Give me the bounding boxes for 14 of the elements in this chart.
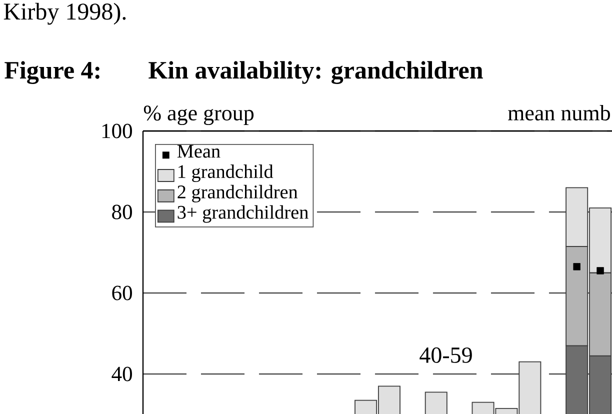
- text: Kirby 1998).: [4, 2, 126, 25]
- legend-label: 1 grandchild: [178, 164, 274, 182]
- y2-axis-title: mean numb: [508, 105, 610, 121]
- y-tick-label: 60: [112, 286, 132, 300]
- y-tick-label: 40: [112, 366, 132, 382]
- y-tick-label: 100: [102, 124, 132, 138]
- legend-label: 3+ grandchildren: [178, 205, 308, 223]
- chart-subtitle: Kin availability: grandchildren: [148, 61, 483, 84]
- legend-label: Mean: [177, 144, 220, 158]
- legend-label: 2 grandchildren: [178, 184, 298, 202]
- y-axis-title: % age group: [144, 106, 254, 126]
- chart-title: Figure 4:: [4, 61, 100, 84]
- y-tick-label: 80: [112, 204, 132, 220]
- annotation: 40-59: [420, 347, 472, 363]
